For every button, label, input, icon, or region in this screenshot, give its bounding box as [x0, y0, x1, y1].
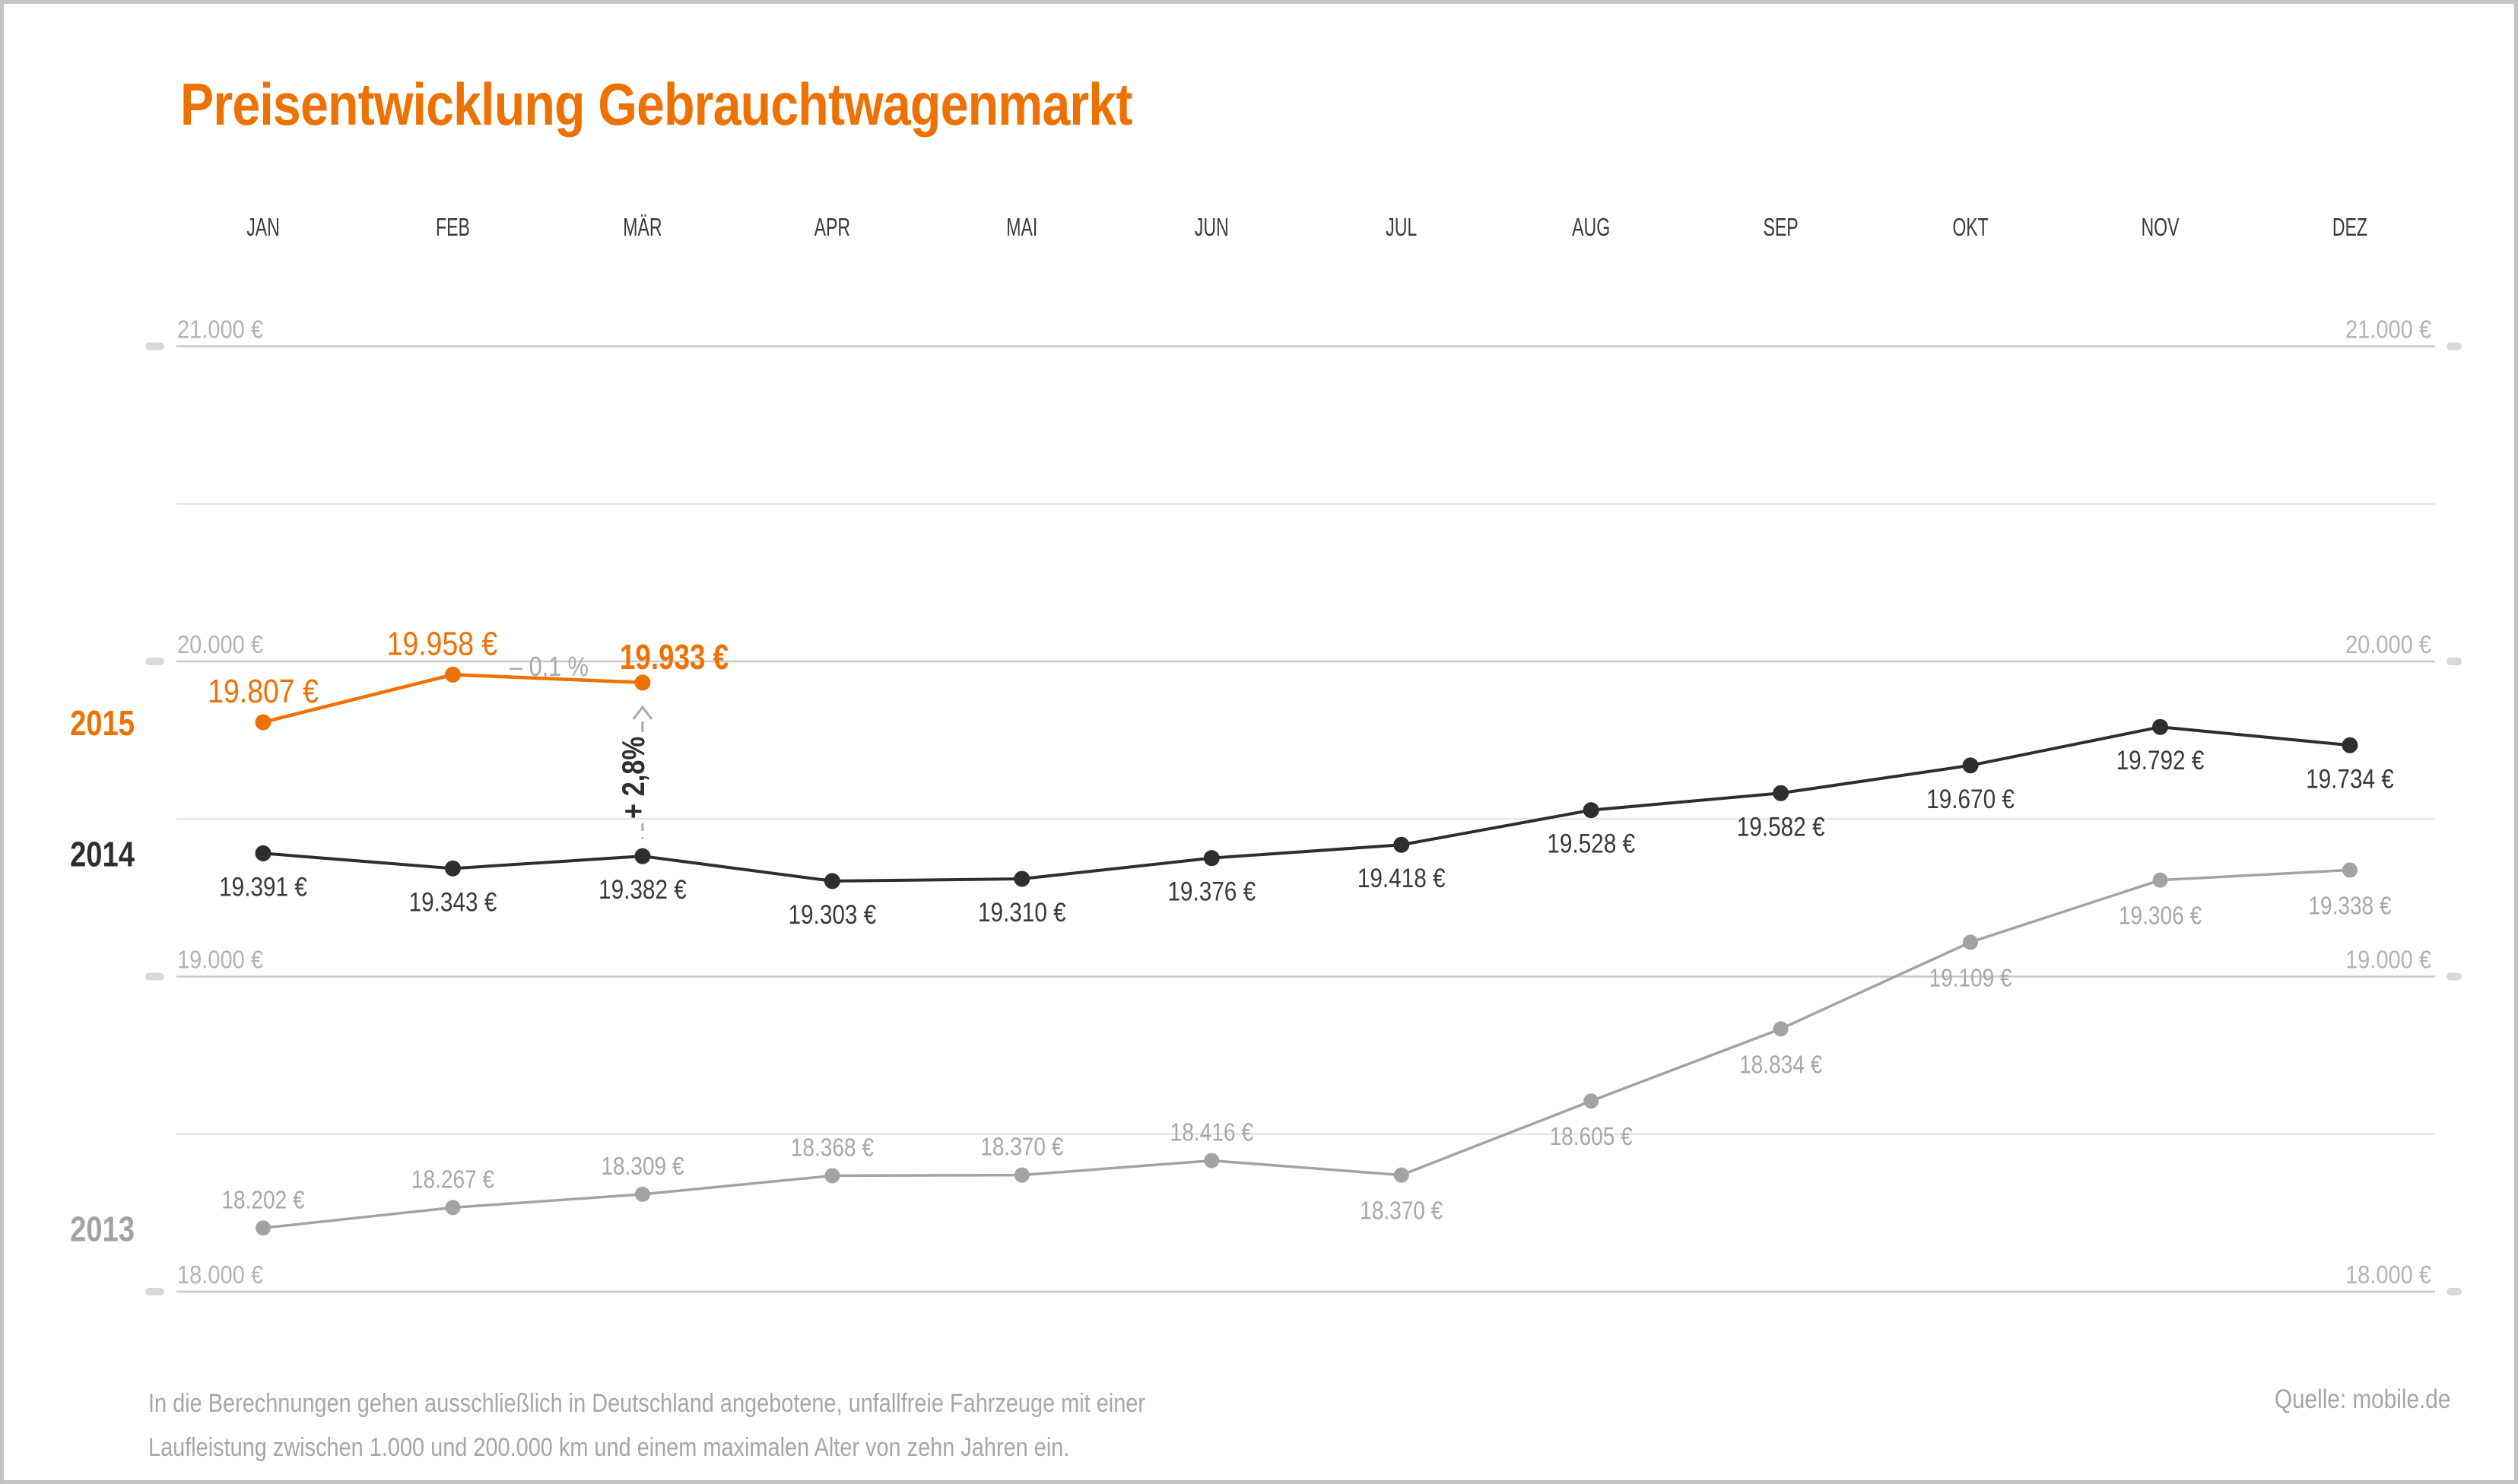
- y-axis-label-right: 21.000 €: [2345, 316, 2431, 344]
- y-axis-tick-left: [145, 972, 164, 981]
- value-label-2014: 19.418 €: [1357, 864, 1446, 893]
- value-label-2013: 19.109 €: [1929, 964, 2012, 992]
- month-label: NOV: [2141, 214, 2179, 242]
- value-label-2013: 18.202 €: [221, 1186, 304, 1214]
- data-point-2014-FEB: [444, 860, 461, 877]
- value-label-2014: 19.528 €: [1547, 829, 1635, 858]
- value-label-2014: 19.391 €: [219, 872, 307, 902]
- data-point-2014-DEZ: [2342, 737, 2358, 753]
- footnote: In die Berechnungen gehen ausschließlich…: [148, 1381, 1145, 1470]
- data-point-2013-JUL: [1393, 1167, 1409, 1183]
- year-label-2014: 2014: [70, 835, 135, 874]
- data-point-2014-OKT: [1962, 757, 1979, 774]
- data-point-2013-NOV: [2152, 872, 2168, 888]
- data-point-2014-JUL: [1393, 836, 1410, 853]
- value-label-2013: 19.338 €: [2308, 892, 2391, 920]
- y-axis-tick-left: [145, 1288, 164, 1295]
- y-axis-tick-left: [145, 342, 164, 350]
- month-label: MAI: [1006, 214, 1037, 242]
- annotation-yoy-change: + 2,8%: [616, 737, 652, 819]
- data-point-2014-MAI: [1014, 870, 1030, 887]
- data-point-2014-JUN: [1203, 850, 1220, 867]
- month-label: OKT: [1952, 214, 1988, 242]
- value-label-2014: 19.376 €: [1167, 877, 1256, 906]
- month-label: JUL: [1386, 214, 1417, 242]
- value-label-2013: 18.416 €: [1170, 1118, 1253, 1146]
- value-label-2014: 19.303 €: [788, 900, 876, 930]
- data-point-2014-AUG: [1583, 802, 1599, 819]
- data-point-2013-JUN: [1204, 1153, 1220, 1168]
- value-label-2014: 19.343 €: [409, 887, 497, 917]
- data-point-2013-FEB: [445, 1200, 461, 1216]
- year-label-2013: 2013: [70, 1210, 135, 1248]
- data-point-2015-JAN: [255, 714, 271, 731]
- price-chart-svg: 21.000 € 21.000 € 20.000 € 20.000 € 19.000 €…: [70, 214, 2462, 1295]
- value-label-2013: 18.370 €: [1360, 1197, 1443, 1226]
- series-line-2013: [262, 868, 2351, 1230]
- y-axis-tick-left: [145, 658, 164, 665]
- value-label-2013: 18.267 €: [411, 1165, 494, 1194]
- value-label-2014: 19.310 €: [978, 898, 1066, 928]
- value-label-2013: 18.834 €: [1739, 1051, 1822, 1079]
- y-axis-tick-right: [2447, 658, 2462, 665]
- data-point-2013-DEZ: [2342, 862, 2358, 878]
- data-point-2013-MÄR: [634, 1186, 650, 1202]
- month-label: FEB: [436, 214, 470, 242]
- value-label-2013: 18.368 €: [791, 1134, 874, 1162]
- y-axis-tick-right: [2447, 342, 2462, 350]
- value-label-2014: 19.670 €: [1926, 785, 2015, 814]
- data-point-2014-JAN: [255, 845, 271, 861]
- series-line-2014: [262, 725, 2351, 883]
- value-label-2015: 19.958 €: [387, 625, 498, 663]
- data-point-2013-APR: [824, 1168, 840, 1184]
- data-point-2015-MÄR: [634, 674, 651, 691]
- data-point-2014-APR: [824, 873, 840, 889]
- y-axis-tick-right: [2447, 972, 2462, 981]
- month-label: SEP: [1763, 214, 1798, 242]
- footnote-line2: Laufleistung zwischen 1.000 und 200.000 …: [148, 1433, 1070, 1462]
- data-point-2013-SEP: [1773, 1021, 1789, 1037]
- value-label-2015: 19.807 €: [208, 672, 319, 710]
- source-label: Quelle: mobile.de: [2274, 1384, 2450, 1414]
- year-label-2015: 2015: [70, 704, 135, 743]
- month-label: MÄR: [623, 214, 662, 242]
- month-label: DEZ: [2332, 214, 2367, 242]
- value-label-2014: 19.734 €: [2306, 764, 2394, 794]
- data-point-2013-AUG: [1583, 1093, 1599, 1109]
- arrow-up-icon: [632, 705, 653, 720]
- data-point-2015-FEB: [444, 666, 461, 683]
- y-axis-label-right: 18.000 €: [2345, 1260, 2431, 1289]
- value-label-2014: 19.382 €: [599, 875, 687, 905]
- value-label-2014: 19.582 €: [1737, 812, 1825, 842]
- value-label-2013: 19.306 €: [2119, 902, 2202, 931]
- y-axis-label-right: 19.000 €: [2345, 946, 2431, 974]
- value-label-2013: 18.605 €: [1550, 1123, 1633, 1151]
- y-axis-label-right: 20.000 €: [2345, 630, 2431, 658]
- y-axis-label-left: 21.000 €: [177, 316, 263, 344]
- data-point-2013-JAN: [256, 1220, 271, 1236]
- value-label-2013: 18.370 €: [980, 1134, 1063, 1162]
- month-label: AUG: [1572, 214, 1610, 242]
- data-point-2013-OKT: [1963, 934, 1979, 950]
- y-axis-label-left: 20.000 €: [177, 630, 263, 658]
- value-label-2013: 18.309 €: [601, 1153, 684, 1181]
- y-axis-tick-right: [2447, 1288, 2462, 1295]
- data-point-2014-MÄR: [634, 848, 651, 864]
- data-point-2013-MAI: [1014, 1167, 1030, 1183]
- data-point-2014-NOV: [2152, 718, 2168, 735]
- value-label-2015: 19.933 €: [620, 637, 729, 677]
- y-axis-label-left: 18.000 €: [177, 1260, 263, 1289]
- data-point-2014-SEP: [1773, 785, 1789, 801]
- footnote-line1: In die Berechnungen gehen ausschließlich…: [148, 1389, 1145, 1418]
- value-label-2014: 19.792 €: [2116, 746, 2205, 775]
- month-label: JAN: [246, 214, 280, 242]
- month-label: JUN: [1195, 214, 1229, 242]
- chart-title: Preisentwicklung Gebrauchtwagenmarkt: [180, 71, 1132, 138]
- month-label: APR: [814, 214, 850, 242]
- y-axis-label-left: 19.000 €: [177, 946, 263, 974]
